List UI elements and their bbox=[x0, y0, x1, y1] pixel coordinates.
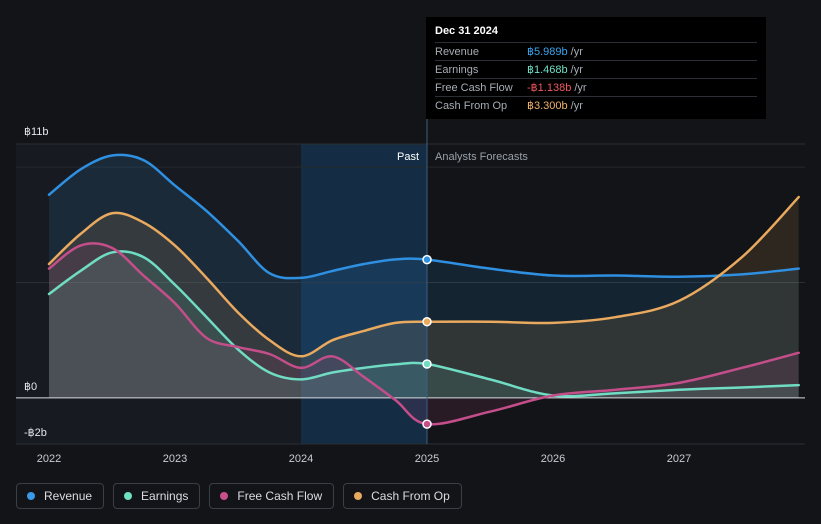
legend-label: Cash From Op bbox=[371, 489, 450, 503]
data-tooltip: Dec 31 2024 Revenue ฿5.989b /yr Earnings… bbox=[426, 17, 766, 119]
series-lines bbox=[47, 153, 800, 426]
tooltip-unit: /yr bbox=[574, 81, 587, 94]
tooltip-date: Dec 31 2024 bbox=[435, 25, 498, 37]
x-axis-label: 2022 bbox=[37, 453, 61, 465]
series-markers bbox=[422, 254, 432, 429]
past-label: Past bbox=[397, 151, 419, 163]
legend-dot-icon bbox=[124, 492, 133, 500]
y-axis-label: -฿2b bbox=[24, 427, 47, 439]
tooltip-value: -฿1.138b bbox=[527, 82, 572, 94]
legend-dot-icon bbox=[354, 492, 363, 500]
y-axis-label: ฿11b bbox=[24, 126, 49, 138]
data-point-earnings bbox=[422, 359, 432, 369]
data-point-free-cash-flow bbox=[422, 419, 432, 429]
series-area-earnings bbox=[49, 251, 799, 398]
legend-dot-icon bbox=[27, 492, 35, 500]
data-point-revenue bbox=[422, 254, 432, 265]
tooltip-label: Cash From Op bbox=[435, 99, 508, 112]
legend-label: Earnings bbox=[141, 489, 189, 503]
x-axis-label: 2027 bbox=[667, 453, 691, 465]
tooltip-unit: /yr bbox=[570, 99, 583, 112]
tooltip-row-earnings: Earnings ฿1.468b /yr bbox=[435, 60, 757, 78]
tooltip-value: ฿5.989b bbox=[527, 46, 568, 58]
series-area-revenue bbox=[49, 154, 799, 398]
tooltip-unit: /yr bbox=[570, 45, 583, 58]
series-line-free-cash-flow bbox=[47, 242, 800, 426]
chart-legend: Revenue Earnings Free Cash Flow Cash Fro… bbox=[16, 483, 462, 509]
legend-item-cash-from-op[interactable]: Cash From Op bbox=[343, 483, 462, 509]
legend-item-earnings[interactable]: Earnings bbox=[113, 483, 201, 509]
tooltip-label: Revenue bbox=[435, 45, 480, 58]
past-highlight-band bbox=[301, 144, 427, 444]
x-axis-label: 2025 bbox=[415, 453, 439, 465]
legend-item-revenue[interactable]: Revenue bbox=[16, 483, 105, 509]
legend-dot-icon bbox=[220, 492, 229, 500]
tooltip-label: Earnings bbox=[435, 63, 479, 76]
series-area-free-cash-flow bbox=[49, 243, 799, 425]
series-line-earnings bbox=[47, 250, 800, 398]
legend-label: Revenue bbox=[44, 489, 93, 503]
legend-label: Free Cash Flow bbox=[237, 489, 323, 503]
tooltip-unit: /yr bbox=[570, 63, 583, 76]
data-point-cash-from-op bbox=[422, 316, 432, 327]
series-line-revenue bbox=[47, 153, 800, 280]
tooltip-row-cash-from-op: Cash From Op ฿3.300b /yr bbox=[435, 96, 757, 114]
x-axis-label: 2024 bbox=[289, 453, 313, 465]
x-axis-label: 2023 bbox=[163, 453, 187, 465]
forecast-label: Analysts Forecasts bbox=[435, 151, 528, 163]
x-axis-labels: 2022 2023 2024 2025 2026 2027 bbox=[37, 453, 691, 465]
tooltip-value: ฿3.300b bbox=[527, 100, 568, 112]
tooltip-label: Free Cash Flow bbox=[435, 81, 513, 94]
series-line-cash-from-op bbox=[47, 195, 800, 358]
tooltip-value: ฿1.468b bbox=[527, 64, 568, 76]
legend-item-free-cash-flow[interactable]: Free Cash Flow bbox=[209, 483, 335, 509]
y-axis-labels: ฿11b ฿0 -฿2b bbox=[24, 126, 49, 439]
tooltip-row-revenue: Revenue ฿5.989b /yr bbox=[435, 42, 757, 60]
gridlines bbox=[16, 143, 805, 445]
x-axis-label: 2026 bbox=[541, 453, 565, 465]
y-axis-label: ฿0 bbox=[24, 381, 37, 393]
tooltip-row-free-cash-flow: Free Cash Flow -฿1.138b /yr bbox=[435, 78, 757, 96]
